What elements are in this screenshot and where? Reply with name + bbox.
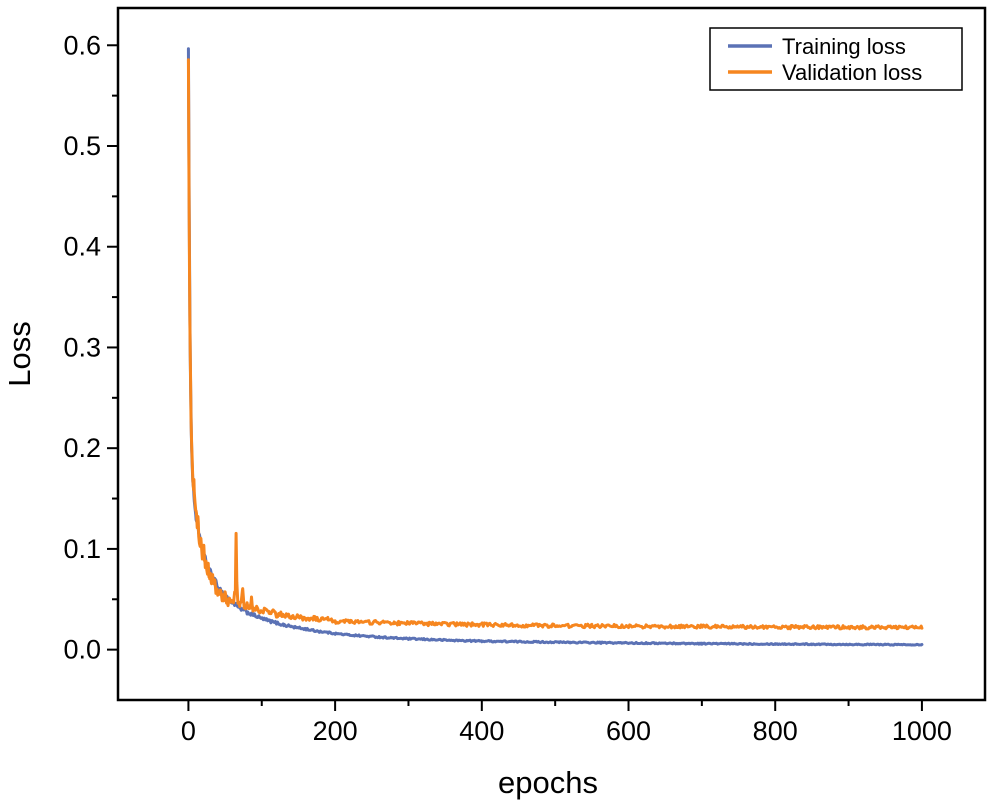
- legend-label-validation-loss: Validation loss: [782, 60, 922, 85]
- y-tick-label: 0.3: [63, 332, 101, 362]
- x-axis-label: epochs: [498, 765, 598, 800]
- x-tick-label: 0: [181, 716, 196, 746]
- y-tick-label: 0.4: [63, 232, 101, 262]
- y-tick-label: 0.1: [63, 534, 101, 564]
- y-axis-label: Loss: [2, 321, 37, 386]
- x-tick-label: 200: [313, 716, 358, 746]
- legend-label-training-loss: Training loss: [782, 34, 906, 59]
- plot-border: [116, 6, 987, 702]
- y-tick-label: 0.0: [63, 635, 101, 665]
- training-loss-line: [186, 47, 924, 647]
- x-tick-label: 1000: [892, 716, 952, 746]
- y-tick-label: 0.6: [63, 30, 101, 60]
- x-tick-label: 600: [606, 716, 651, 746]
- x-tick-label: 800: [753, 716, 798, 746]
- legend-box: [709, 27, 963, 91]
- y-tick-label: 0.2: [63, 433, 101, 463]
- validation-loss-line: [186, 58, 924, 631]
- plot-area: 0 200 400 600 800 1000 0.0 0.1 0.2 0.3 0.4 0.5 0.6 Tr…: [63, 6, 987, 746]
- x-tick-label: 400: [459, 716, 504, 746]
- y-tick-label: 0.5: [63, 131, 101, 161]
